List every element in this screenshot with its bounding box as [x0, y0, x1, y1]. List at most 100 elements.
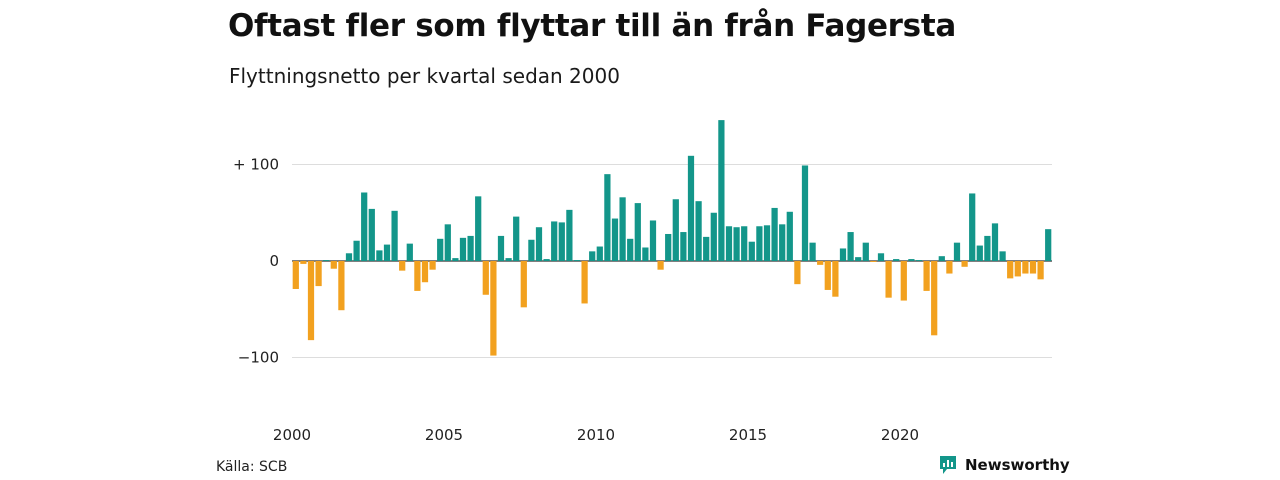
chart-title: Oftast fler som flyttar till än från Fag… [228, 8, 956, 44]
bar [710, 212, 717, 261]
bar [832, 261, 839, 297]
bar [558, 222, 565, 261]
bar [604, 174, 611, 261]
bar [923, 261, 930, 291]
bar [368, 208, 375, 261]
x-tick-label: 2000 [273, 426, 311, 444]
bar [292, 261, 299, 289]
bar [695, 201, 702, 261]
bar [1014, 261, 1021, 277]
source-note: Källa: SCB [216, 459, 288, 475]
bar [938, 256, 945, 262]
bar [399, 261, 406, 271]
bar [908, 259, 915, 261]
bar [452, 258, 459, 262]
bar [642, 247, 649, 261]
bar [619, 197, 626, 261]
bar [596, 246, 603, 261]
bar [649, 220, 657, 261]
bar [779, 224, 786, 261]
gridlines [292, 164, 1052, 358]
bar [444, 224, 451, 261]
bar [459, 237, 467, 261]
bar [855, 257, 862, 261]
y-tick-label: + 100 [233, 156, 279, 174]
bar [733, 227, 740, 261]
bar [931, 261, 938, 336]
brand-logo: Newsworthy [938, 455, 1070, 475]
bar [763, 225, 771, 261]
bar [991, 223, 999, 261]
bar [535, 227, 543, 261]
bar [315, 261, 322, 287]
chart-subtitle: Flyttningsnetto per kvartal sedan 2000 [229, 64, 620, 88]
bar [877, 253, 885, 261]
bar [657, 261, 664, 270]
axis-labels: + 100 0 −100 2000 2005 2010 2015 2020 [233, 156, 919, 445]
bar [353, 240, 360, 262]
bar [391, 210, 398, 261]
bar [703, 236, 710, 262]
x-tick-label: 2015 [729, 426, 767, 444]
bar [885, 261, 892, 298]
bar [300, 261, 307, 264]
bar [361, 192, 368, 262]
bar [467, 235, 474, 261]
bar [748, 241, 755, 261]
bar [794, 261, 801, 285]
bar [756, 226, 763, 261]
bar [566, 209, 573, 261]
bar [383, 244, 391, 261]
x-tick-label: 2010 [577, 426, 615, 444]
bar [809, 242, 816, 261]
bar [581, 261, 588, 304]
bar [786, 211, 793, 261]
bar [414, 261, 421, 291]
bar [421, 261, 429, 283]
bar [520, 261, 527, 308]
bar [817, 261, 824, 265]
y-tick-label: −100 [238, 349, 279, 367]
bar [961, 261, 968, 267]
bar [976, 245, 983, 261]
bar [513, 216, 520, 261]
bar [672, 199, 679, 261]
bar [893, 259, 900, 261]
bar [307, 261, 315, 341]
newsworthy-logo-icon [940, 456, 956, 474]
bar [1045, 229, 1052, 261]
bar [490, 261, 497, 356]
bar [725, 226, 733, 261]
bar [984, 235, 991, 261]
bar [824, 261, 831, 290]
bar [870, 261, 877, 262]
bar [482, 261, 489, 295]
bar [900, 261, 907, 301]
bar [376, 250, 383, 261]
bar [330, 261, 337, 269]
bar [573, 260, 581, 261]
bar [528, 239, 535, 261]
bar [915, 260, 923, 261]
bar [680, 232, 687, 261]
bar [437, 238, 444, 262]
bar [406, 243, 413, 261]
bar [862, 242, 869, 261]
bar [338, 261, 345, 311]
bar [551, 221, 558, 261]
bar [345, 253, 353, 261]
bar [1037, 261, 1044, 280]
bar [801, 165, 809, 261]
y-tick-label: 0 [269, 252, 279, 270]
bar [839, 248, 847, 261]
bar [771, 207, 778, 261]
bar [611, 218, 619, 261]
bar [969, 193, 976, 261]
x-tick-label: 2020 [881, 426, 919, 444]
bar [475, 196, 482, 261]
bar [497, 235, 505, 261]
bar [687, 155, 695, 261]
brand-name: Newsworthy [965, 456, 1070, 474]
bar [847, 232, 854, 261]
